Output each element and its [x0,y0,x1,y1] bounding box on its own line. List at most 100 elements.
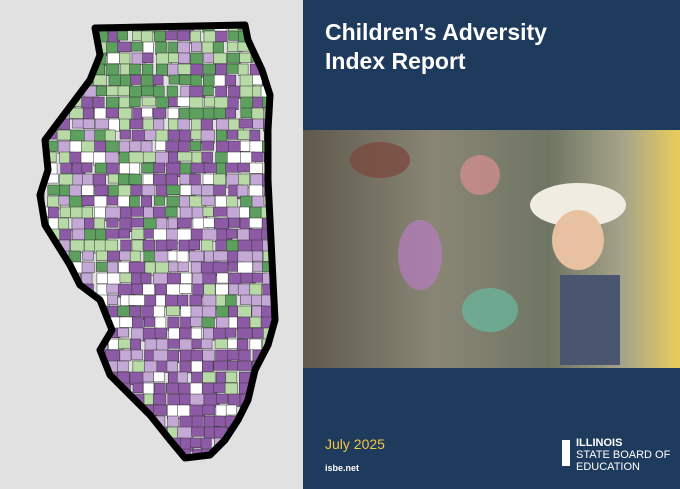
map-region [249,316,262,328]
map-region [214,338,229,349]
map-region [215,30,228,43]
map-region [59,173,74,187]
map-region [128,261,146,274]
map-region [106,195,119,206]
photo-detail [460,155,500,195]
map-region [202,404,216,416]
map-region [94,184,109,196]
map-region [130,349,144,361]
map-region [189,294,202,306]
map-region [96,272,110,284]
map-region [237,283,251,296]
map-region [117,41,132,53]
website: isbe.net [325,463,359,473]
map-region [240,107,254,119]
map-region [81,261,95,274]
photo-detail [530,183,626,227]
map-region [228,85,241,99]
map-region [202,63,216,75]
map-region [248,228,263,241]
map-region [213,206,229,217]
map-region [240,195,255,208]
map-region [177,151,193,162]
map-region [202,327,214,341]
map-region [249,162,263,174]
map-region [119,162,131,174]
map-region [202,305,216,319]
map-region [92,96,105,110]
logo-text: ILLINOIS [576,437,622,449]
map-region [237,63,249,76]
map-region [251,294,263,306]
map-region [165,30,177,41]
map-region [156,63,170,76]
map-region [176,371,188,384]
map-region [156,184,168,198]
map-region [201,316,215,328]
map-region [152,107,167,119]
map-region [167,415,179,428]
map-region [95,228,108,241]
map-region [189,173,201,186]
map-region [213,173,226,186]
map-region [192,272,204,285]
map-region [178,140,190,153]
map-region [166,228,179,241]
map-region [200,437,212,451]
map-region [177,30,191,41]
map-region [93,195,108,208]
map-region [80,151,95,164]
map-region [117,327,129,338]
map-region [106,162,119,176]
map-region [180,305,192,319]
map-region [228,283,240,295]
map-region [228,217,240,228]
map-region [166,85,178,99]
map-region [226,52,241,64]
map-region [156,96,170,109]
map-region [189,250,205,262]
map-region [165,294,178,308]
map-region [191,151,203,165]
map-region [202,85,214,96]
map-region [179,283,192,294]
map-region [129,85,142,98]
map-region [191,41,203,53]
map-region [141,107,153,118]
map-region [213,184,226,196]
map-region [239,294,254,305]
map-region [190,437,203,448]
map-region [177,261,189,272]
map-region [189,96,204,110]
map-region [105,63,120,76]
map-region [216,140,230,153]
map-region [84,129,97,143]
map-region [104,239,118,252]
map-region [82,118,95,129]
map-region [107,173,120,184]
map-region [81,272,93,285]
map-region [93,74,107,86]
map-region [179,393,191,406]
map-region [251,151,264,162]
map-region [142,239,156,251]
map-region [226,228,238,239]
map-region [201,41,215,54]
map-region [167,107,179,119]
map-region [119,129,131,140]
map-region [204,96,216,108]
map-region [180,272,193,284]
map-region [236,184,249,198]
map-region [60,162,73,174]
map-region [166,360,178,373]
map-region [141,184,156,196]
map-region [249,129,261,143]
map-region [249,217,263,229]
map-region [176,217,192,229]
map-region [81,195,96,206]
map-region [95,250,109,261]
map-region [213,250,229,262]
map-region [153,85,165,99]
map-region [69,184,82,197]
map-region [228,30,240,41]
